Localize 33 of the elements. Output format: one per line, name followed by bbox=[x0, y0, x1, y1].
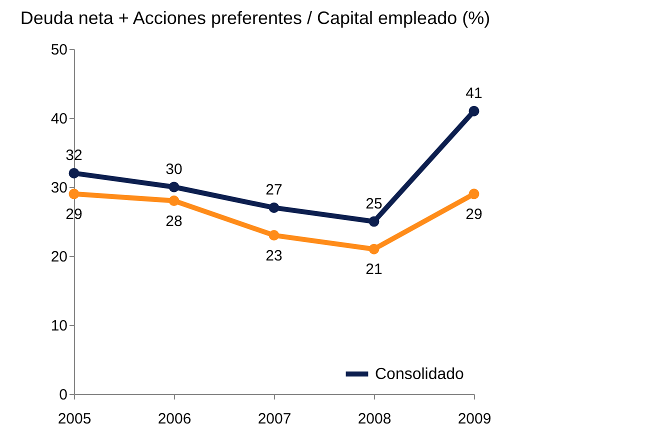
point bbox=[368, 216, 380, 227]
x-tick-label: 2006 bbox=[158, 410, 192, 428]
point bbox=[168, 196, 180, 206]
y-tick-label: 40 bbox=[50, 110, 68, 128]
point bbox=[268, 230, 280, 241]
data-label: 21 bbox=[366, 261, 382, 278]
x-tick-label: 2009 bbox=[458, 410, 492, 428]
x-tick-label: 2007 bbox=[258, 410, 292, 428]
data-label: 30 bbox=[166, 161, 182, 178]
data-label: 27 bbox=[266, 182, 282, 199]
data-label: 28 bbox=[166, 212, 182, 230]
data-label: 41 bbox=[466, 85, 482, 102]
data-label: 25 bbox=[366, 196, 382, 212]
legend-label: Consolidado bbox=[375, 366, 464, 383]
point bbox=[68, 168, 80, 178]
point bbox=[468, 106, 480, 116]
data-label: 23 bbox=[266, 247, 282, 264]
point bbox=[468, 188, 480, 200]
point bbox=[168, 182, 180, 192]
point bbox=[268, 202, 280, 213]
x-tick-label: 2008 bbox=[358, 410, 392, 428]
y-tick-label: 50 bbox=[50, 42, 68, 58]
data-label: 32 bbox=[66, 147, 82, 164]
y-tick-label: 30 bbox=[50, 180, 68, 196]
point bbox=[368, 244, 380, 254]
y-tick-label: 0 bbox=[59, 386, 68, 404]
y-tick-label: 10 bbox=[50, 318, 68, 334]
data-label: 29 bbox=[66, 206, 82, 223]
x-tick-label: 2005 bbox=[58, 410, 92, 428]
data-label: 29 bbox=[466, 206, 482, 223]
point bbox=[68, 188, 80, 200]
y-tick-label: 20 bbox=[50, 248, 68, 266]
chart-title: Deuda neta + Acciones preferentes / Capital empleado (%) bbox=[20, 8, 490, 28]
